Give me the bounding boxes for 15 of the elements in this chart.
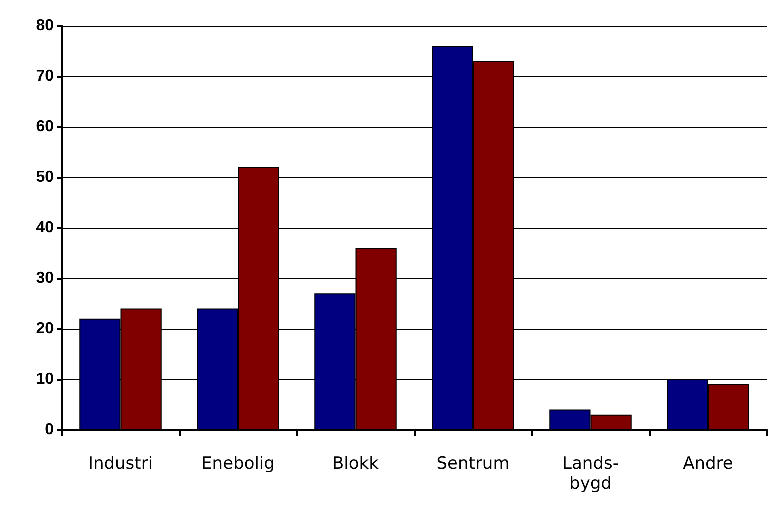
x-tick-label: Industri: [88, 454, 154, 474]
x-tick-label: Andre: [683, 454, 734, 474]
y-tick-label: 20: [36, 320, 54, 338]
x-tick-label: Blokk: [332, 454, 380, 474]
y-tick-label: 70: [36, 68, 54, 85]
y-tick-label: 40: [36, 220, 54, 236]
y-tick-label: 60: [36, 118, 54, 136]
y-tick-label: 50: [36, 169, 54, 186]
y-tick-label: 10: [36, 371, 54, 388]
x-tick-label: Enebolig: [202, 454, 275, 474]
y-tick-label: 80: [36, 18, 54, 34]
x-tick-label: Sentrum: [436, 454, 510, 474]
x-tick-label: Lands- bygd: [562, 454, 619, 494]
y-tick-label: 0: [45, 422, 54, 438]
y-tick-label: 30: [36, 270, 54, 287]
